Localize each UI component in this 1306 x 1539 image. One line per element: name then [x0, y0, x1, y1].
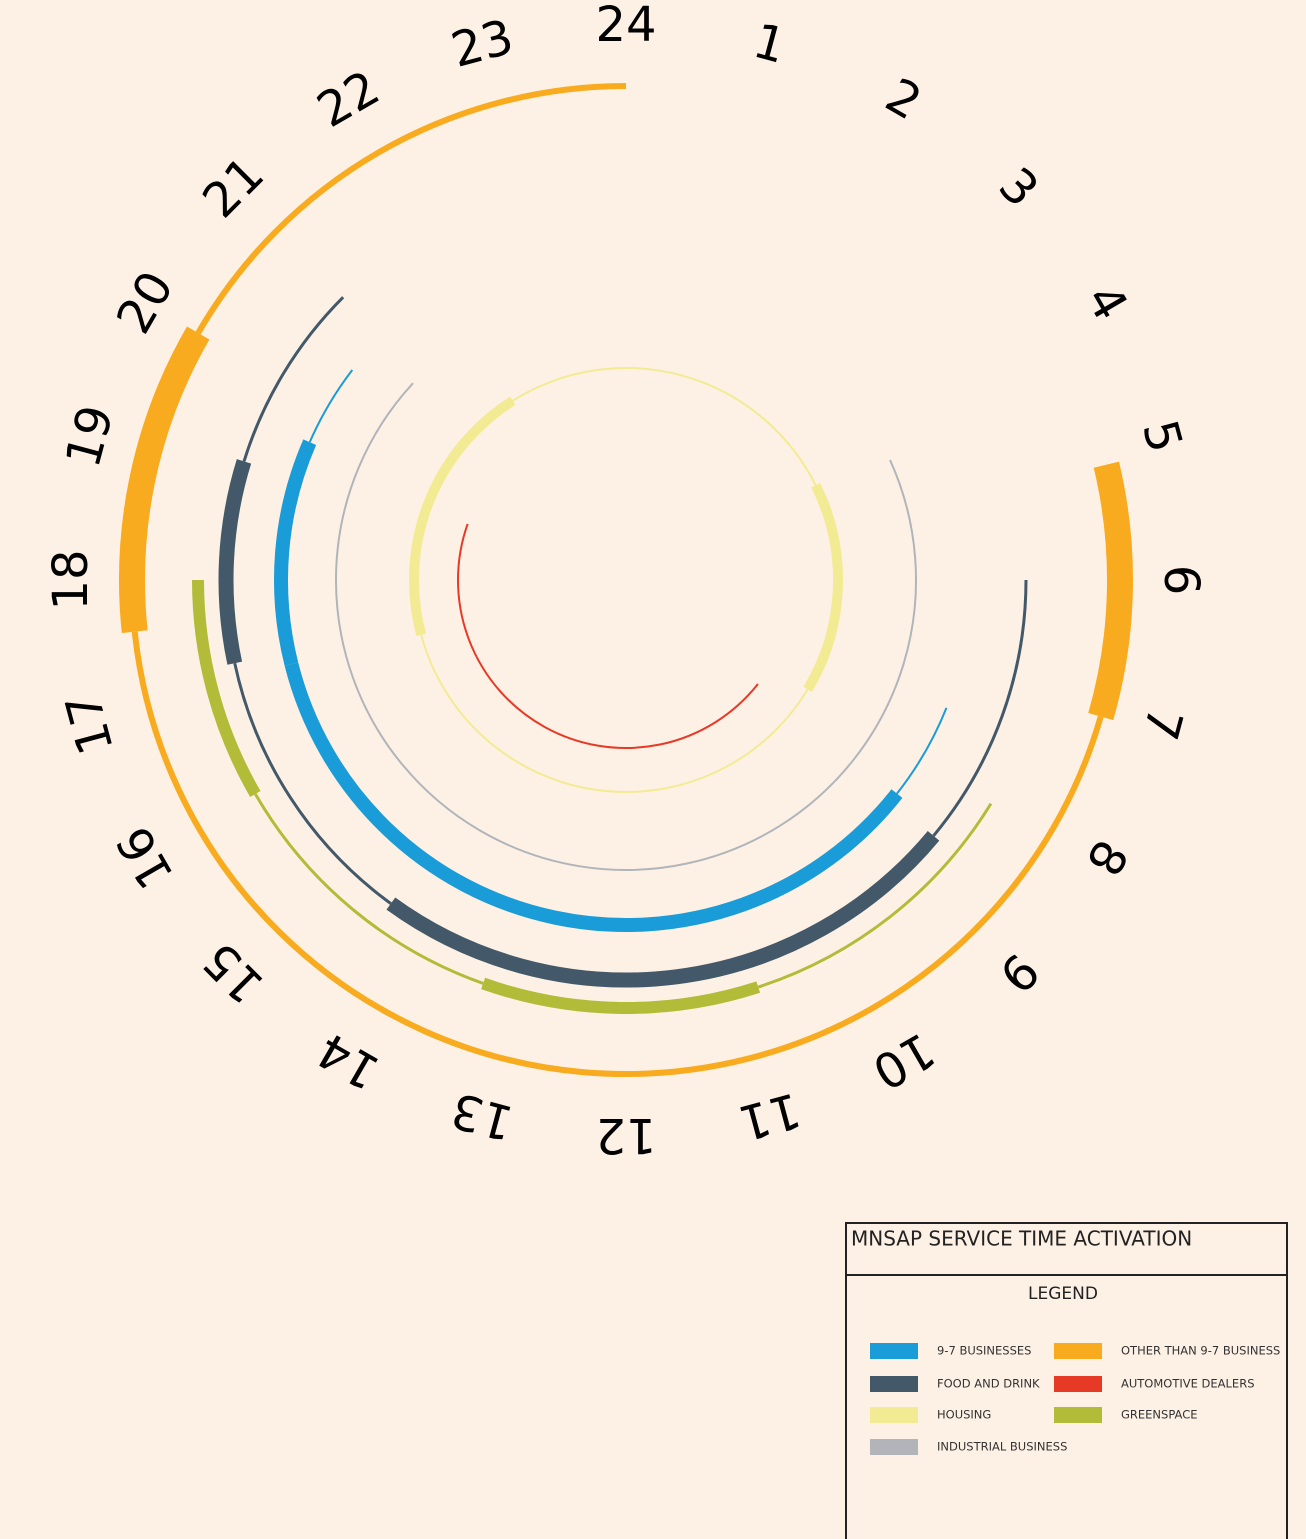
ring-thick — [409, 396, 516, 637]
hour-label: 19 — [55, 400, 125, 473]
ring-thick — [1088, 461, 1133, 721]
ring-thin — [420, 634, 809, 793]
ring-thin — [512, 367, 817, 486]
legend-label: HOUSING — [937, 1408, 991, 1422]
legend-title: MNSAP SERVICE TIME ACTIVATION — [851, 1227, 1192, 1251]
ring-thick — [218, 459, 252, 665]
hour-label: 9 — [988, 942, 1049, 1003]
hour-label: 13 — [446, 1081, 519, 1151]
ring-thin — [457, 523, 759, 749]
ring-thin — [757, 802, 993, 989]
hour-label: 21 — [192, 146, 275, 229]
ring-thin — [896, 707, 948, 795]
hour-label: 6 — [1153, 565, 1209, 596]
ring-thick — [803, 483, 843, 692]
hour-label: 15 — [192, 931, 275, 1014]
legend-label: INDUSTRIAL BUSINESS — [937, 1440, 1067, 1454]
hour-label: 24 — [595, 0, 656, 53]
ring-thin — [254, 793, 484, 985]
legend-swatch — [1054, 1343, 1102, 1359]
hour-label: 22 — [308, 60, 389, 139]
legend-label: OTHER THAN 9-7 BUSINESS — [1121, 1344, 1280, 1358]
ring-thin — [932, 579, 1028, 837]
hour-label: 14 — [308, 1021, 389, 1100]
hour-label: 1 — [748, 13, 792, 75]
ring-thick — [192, 579, 261, 797]
legend-label: GREENSPACE — [1121, 1408, 1198, 1422]
legend-swatch — [870, 1439, 918, 1455]
hour-label: 12 — [595, 1107, 656, 1163]
legend-swatch — [870, 1407, 918, 1423]
hour-label: 17 — [55, 687, 125, 760]
ring-thick — [481, 977, 761, 1014]
hour-label: 7 — [1131, 702, 1193, 746]
hour-label: 4 — [1075, 275, 1139, 329]
hour-label: 20 — [106, 262, 185, 343]
ring-thin — [131, 631, 1104, 1077]
ring-thin — [335, 382, 917, 871]
hour-label: 23 — [446, 9, 519, 79]
ring-thin — [195, 83, 627, 335]
legend-label: FOOD AND DRINK — [937, 1377, 1040, 1391]
ring-thick — [284, 662, 903, 932]
legend-swatch — [870, 1376, 918, 1392]
ring-thick — [274, 439, 317, 666]
ring-thin — [242, 296, 345, 462]
hour-label: 8 — [1075, 830, 1139, 884]
ring-thick — [386, 830, 940, 988]
hour-label: 5 — [1131, 414, 1193, 458]
ring-thick — [119, 326, 210, 633]
hour-label: 10 — [863, 1021, 944, 1100]
legend-swatch — [1054, 1376, 1102, 1392]
hour-label: 3 — [988, 157, 1049, 218]
legend-box — [845, 1222, 1288, 1539]
hour-label: 16 — [106, 817, 185, 898]
legend-swatch — [1054, 1407, 1102, 1423]
legend-label: AUTOMOTIVE DEALERS — [1121, 1377, 1255, 1391]
legend-swatch — [870, 1343, 918, 1359]
ring-thin — [308, 369, 354, 443]
legend-heading: LEGEND — [1028, 1284, 1098, 1304]
legend-label: 9-7 BUSINESSES — [937, 1344, 1031, 1358]
hour-label: 2 — [876, 67, 930, 131]
hour-label: 18 — [43, 549, 99, 610]
hour-label: 11 — [733, 1081, 806, 1151]
ring-thin — [233, 662, 392, 905]
